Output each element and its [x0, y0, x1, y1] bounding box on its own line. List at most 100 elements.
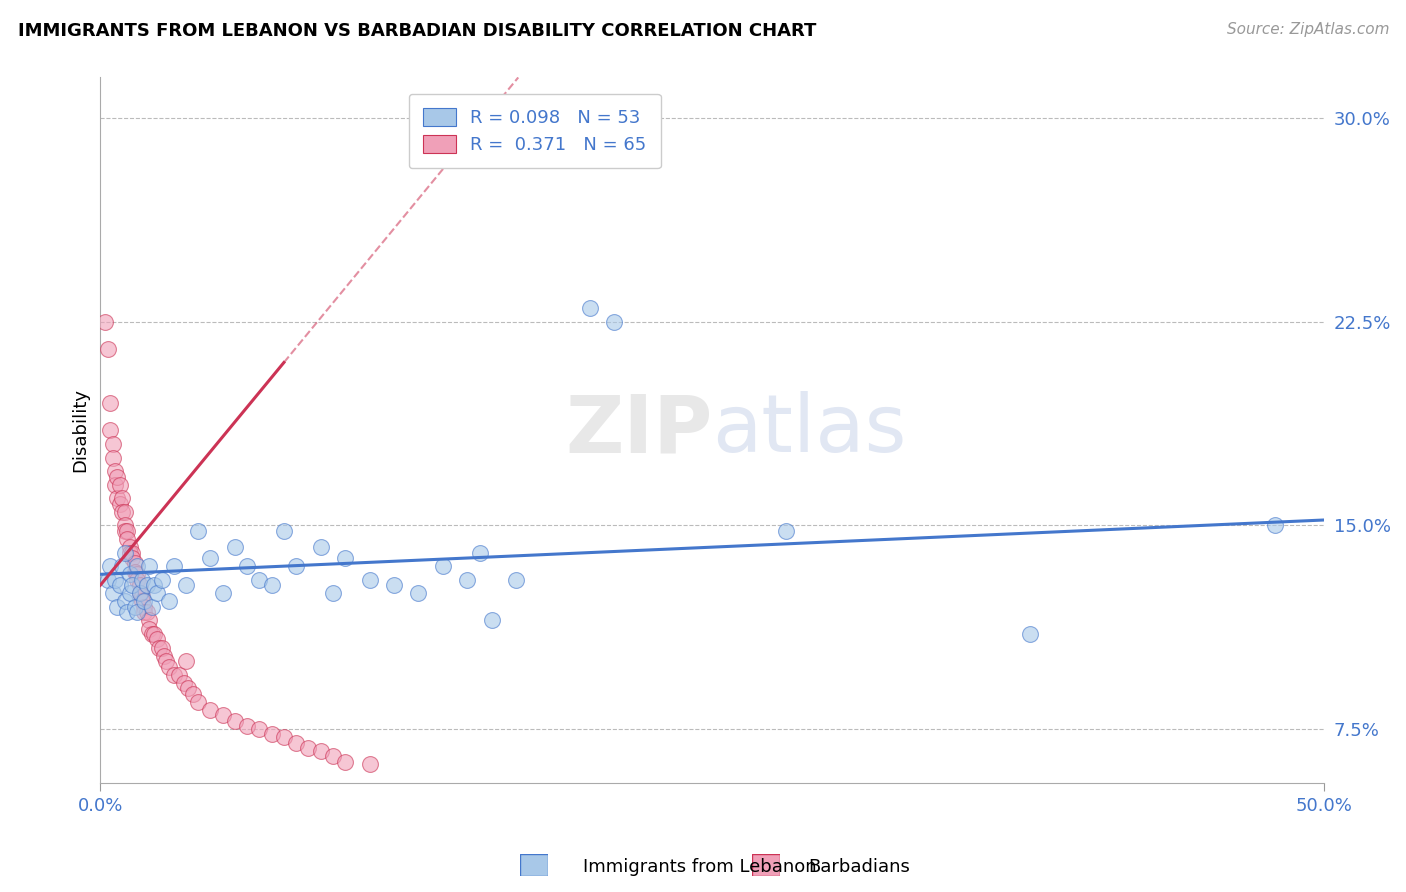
Point [285, 559, 308, 574]
Point [157, 659, 180, 673]
Point [163, 667, 186, 681]
Point [121, 545, 143, 559]
Point [143, 578, 166, 592]
Point [249, 722, 271, 736]
Point [104, 477, 127, 491]
Point [603, 315, 626, 329]
Point [333, 755, 356, 769]
Point [141, 599, 163, 614]
Point [107, 469, 129, 483]
Point [200, 703, 222, 717]
Point [1019, 627, 1042, 641]
Point [382, 578, 405, 592]
Point [118, 545, 141, 559]
Point [141, 627, 163, 641]
Point [114, 545, 136, 559]
Point [285, 736, 308, 750]
Point [134, 594, 156, 608]
Point [249, 573, 271, 587]
Point [104, 573, 127, 587]
Point [150, 573, 173, 587]
Point [148, 640, 170, 655]
Point [236, 719, 259, 733]
Text: IMMIGRANTS FROM LEBANON VS BARBADIAN DISABILITY CORRELATION CHART: IMMIGRANTS FROM LEBANON VS BARBADIAN DIS… [18, 22, 817, 40]
Point [155, 654, 177, 668]
Point [117, 532, 139, 546]
Point [273, 524, 295, 538]
Point [114, 594, 136, 608]
Point [94, 315, 117, 329]
Point [128, 586, 150, 600]
Point [163, 559, 186, 574]
Point [98, 559, 121, 574]
Point [333, 551, 356, 566]
Point [114, 505, 136, 519]
Point [97, 342, 120, 356]
Point [111, 491, 134, 506]
Point [108, 477, 131, 491]
Point [187, 695, 209, 709]
Point [101, 586, 124, 600]
Point [145, 632, 167, 647]
Point [775, 524, 797, 538]
Point [173, 676, 195, 690]
Point [135, 605, 157, 619]
Point [359, 573, 381, 587]
Point [101, 450, 124, 465]
Point [1264, 518, 1286, 533]
Point [578, 301, 600, 316]
Point [297, 741, 319, 756]
Point [157, 594, 180, 608]
Point [236, 559, 259, 574]
Point [118, 540, 141, 554]
Point [183, 687, 205, 701]
Point [131, 594, 153, 608]
Point [174, 578, 197, 592]
Point [98, 424, 121, 438]
Point [138, 622, 160, 636]
Point [167, 667, 190, 681]
Point [468, 545, 491, 559]
Text: Immigrants from Lebanon: Immigrants from Lebanon [583, 858, 817, 876]
Point [150, 640, 173, 655]
Point [456, 573, 478, 587]
Point [322, 586, 344, 600]
Point [187, 524, 209, 538]
Legend: R = 0.098   N = 53, R =  0.371   N = 65: R = 0.098 N = 53, R = 0.371 N = 65 [409, 94, 661, 169]
Point [111, 505, 134, 519]
Point [125, 573, 148, 587]
Point [114, 518, 136, 533]
Point [114, 524, 136, 538]
Point [124, 557, 146, 571]
Point [174, 654, 197, 668]
Point [200, 551, 222, 566]
Point [273, 730, 295, 744]
Point [138, 614, 160, 628]
Point [125, 605, 148, 619]
Point [505, 573, 527, 587]
Point [124, 565, 146, 579]
Point [125, 567, 148, 582]
Point [107, 491, 129, 506]
Point [260, 578, 283, 592]
Point [118, 586, 141, 600]
Point [128, 578, 150, 592]
Point [131, 589, 153, 603]
Point [309, 540, 332, 554]
Point [134, 599, 156, 614]
Point [118, 567, 141, 582]
Point [135, 578, 157, 592]
Point [101, 437, 124, 451]
Point [260, 727, 283, 741]
Point [124, 599, 146, 614]
Point [432, 559, 454, 574]
Point [359, 757, 381, 772]
Point [145, 586, 167, 600]
Point [98, 396, 121, 410]
Point [481, 614, 503, 628]
Point [211, 586, 233, 600]
Point [108, 578, 131, 592]
Text: Barbadians: Barbadians [808, 858, 910, 876]
Point [107, 599, 129, 614]
Point [138, 559, 160, 574]
